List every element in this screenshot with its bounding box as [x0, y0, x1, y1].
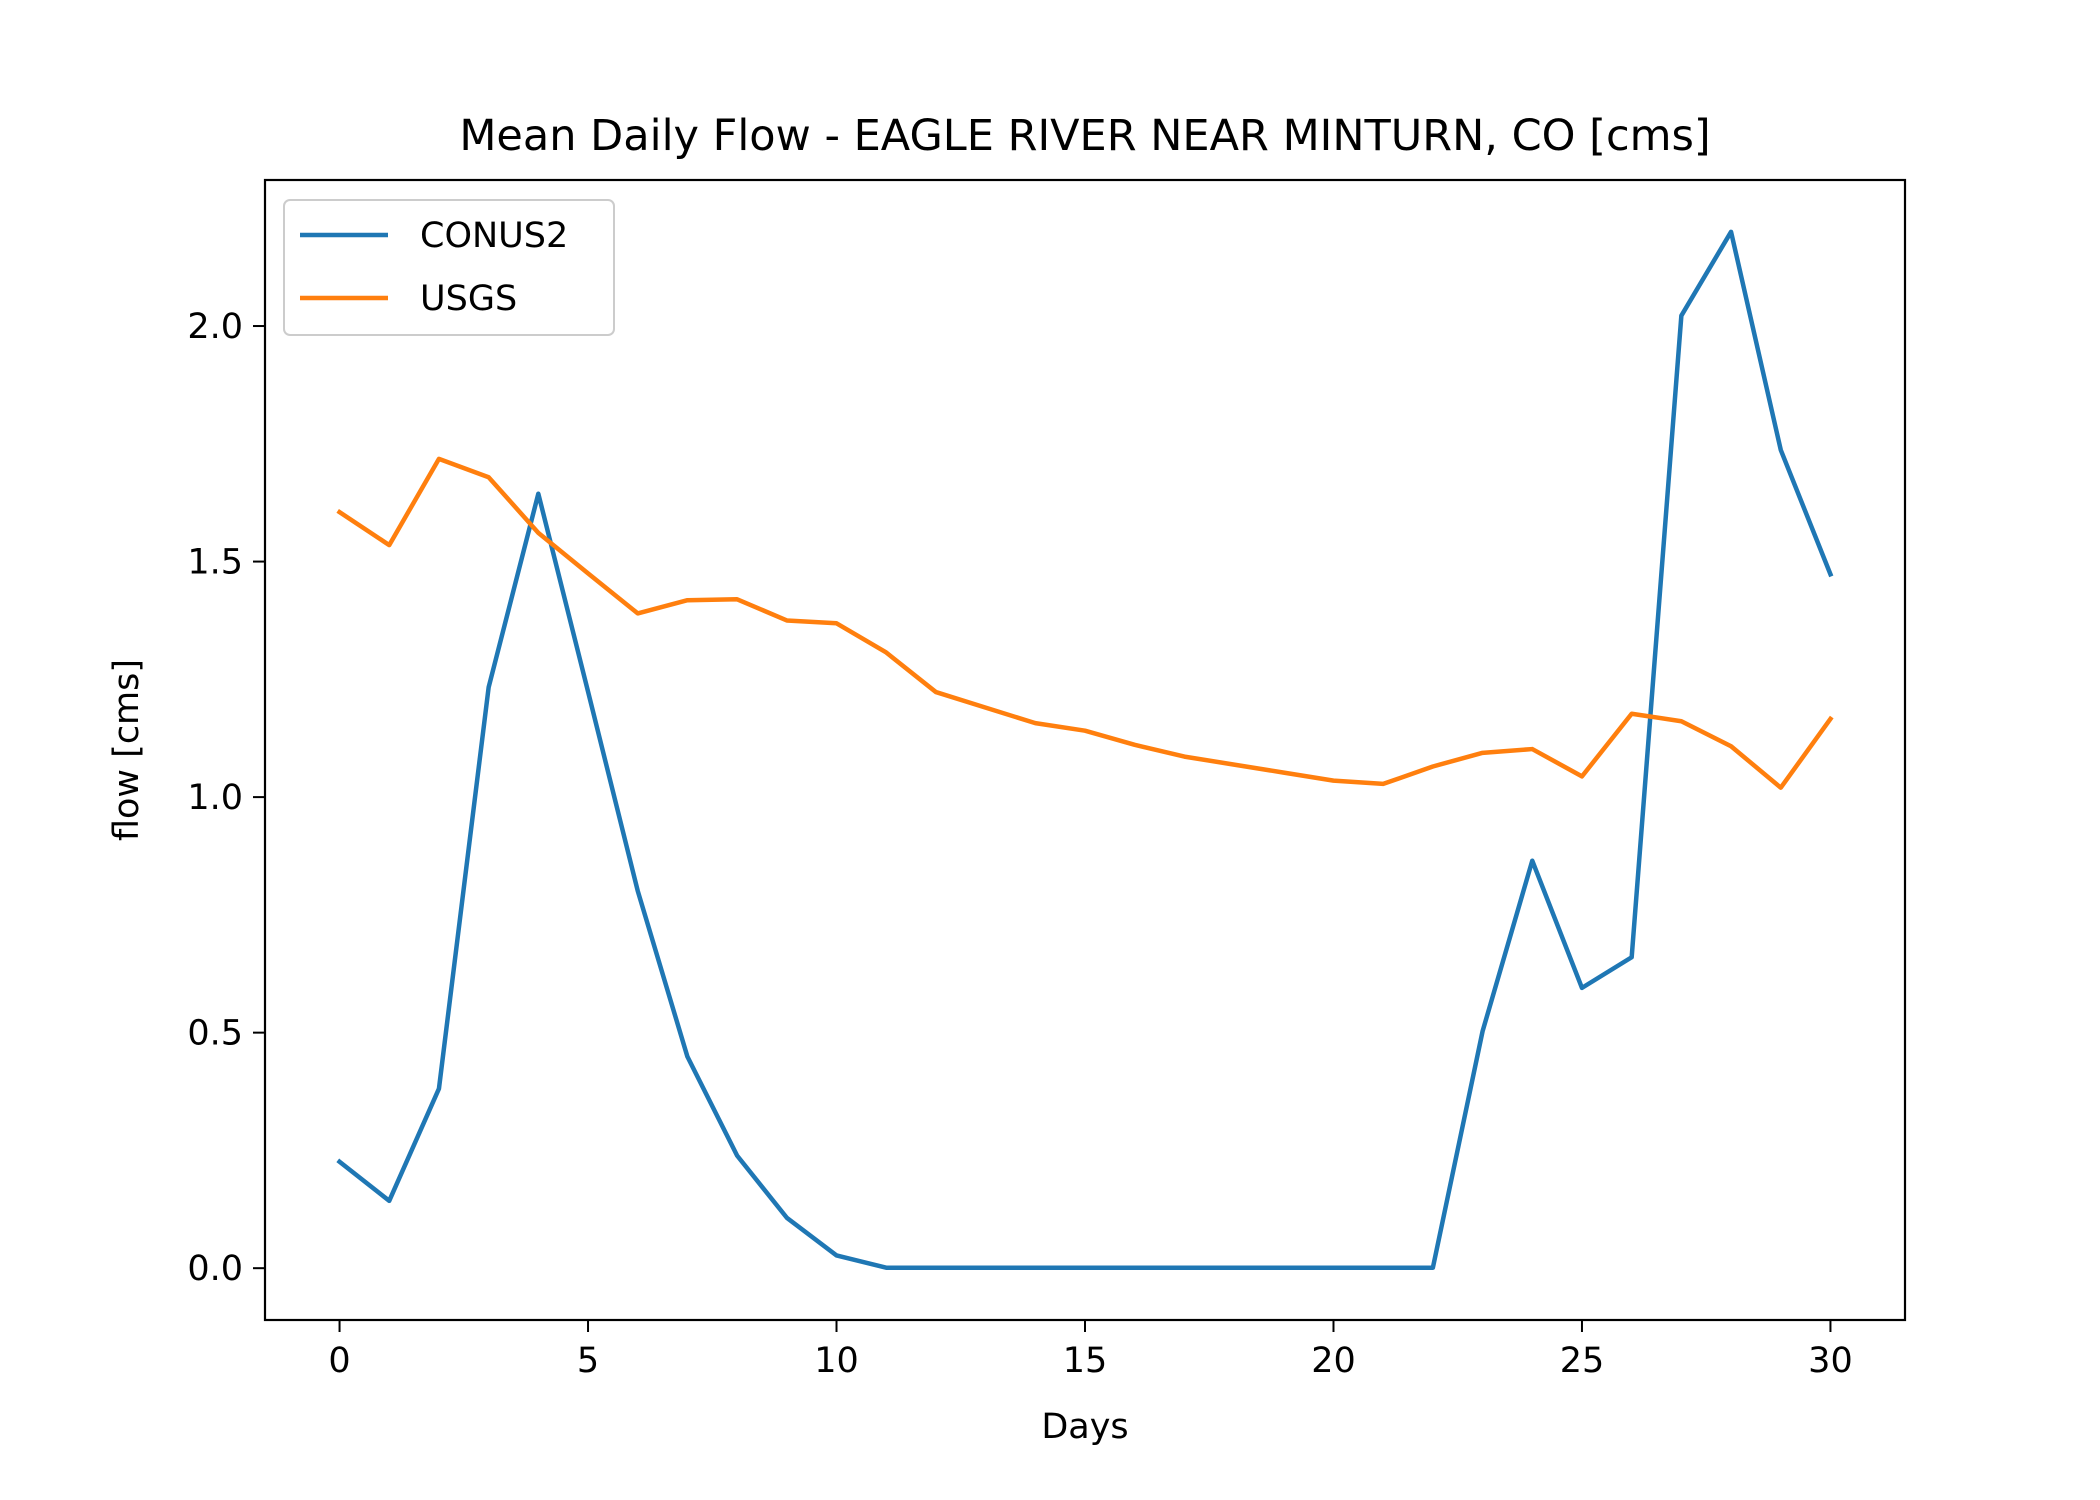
y-tick-label: 0.0 [187, 1249, 243, 1289]
series-layer [336, 229, 1834, 1270]
x-tick-label: 20 [1311, 1341, 1356, 1381]
y-tick-label: 2.0 [187, 307, 243, 347]
legend: CONUS2 USGS [283, 199, 615, 336]
x-tick-label: 30 [1808, 1341, 1853, 1381]
x-tick-label: 25 [1560, 1341, 1605, 1381]
x-tick-label: 5 [577, 1341, 599, 1381]
x-tick-label: 15 [1063, 1341, 1108, 1381]
x-axis: 0 5 10 15 20 25 30 [328, 1320, 1853, 1381]
y-axis-label: flow [cms] [107, 659, 147, 841]
y-tick-label: 1.5 [187, 543, 243, 583]
y-axis: 0.0 0.5 1.0 1.5 2.0 [187, 307, 265, 1289]
chart-title: Mean Daily Flow - EAGLE RIVER NEAR MINTU… [459, 111, 1710, 161]
series-line-usgs [336, 456, 1834, 790]
x-tick-label: 10 [814, 1341, 859, 1381]
y-tick-label: 1.0 [187, 778, 243, 818]
x-axis-label: Days [1041, 1407, 1128, 1447]
y-tick-label: 0.5 [187, 1014, 243, 1054]
legend-label-conus2: CONUS2 [420, 216, 568, 256]
x-tick-label: 0 [328, 1341, 350, 1381]
series-line-conus2 [336, 229, 1834, 1270]
plot-area [263, 178, 1907, 1322]
plot-background [265, 180, 1905, 1320]
legend-label-usgs: USGS [420, 279, 517, 319]
